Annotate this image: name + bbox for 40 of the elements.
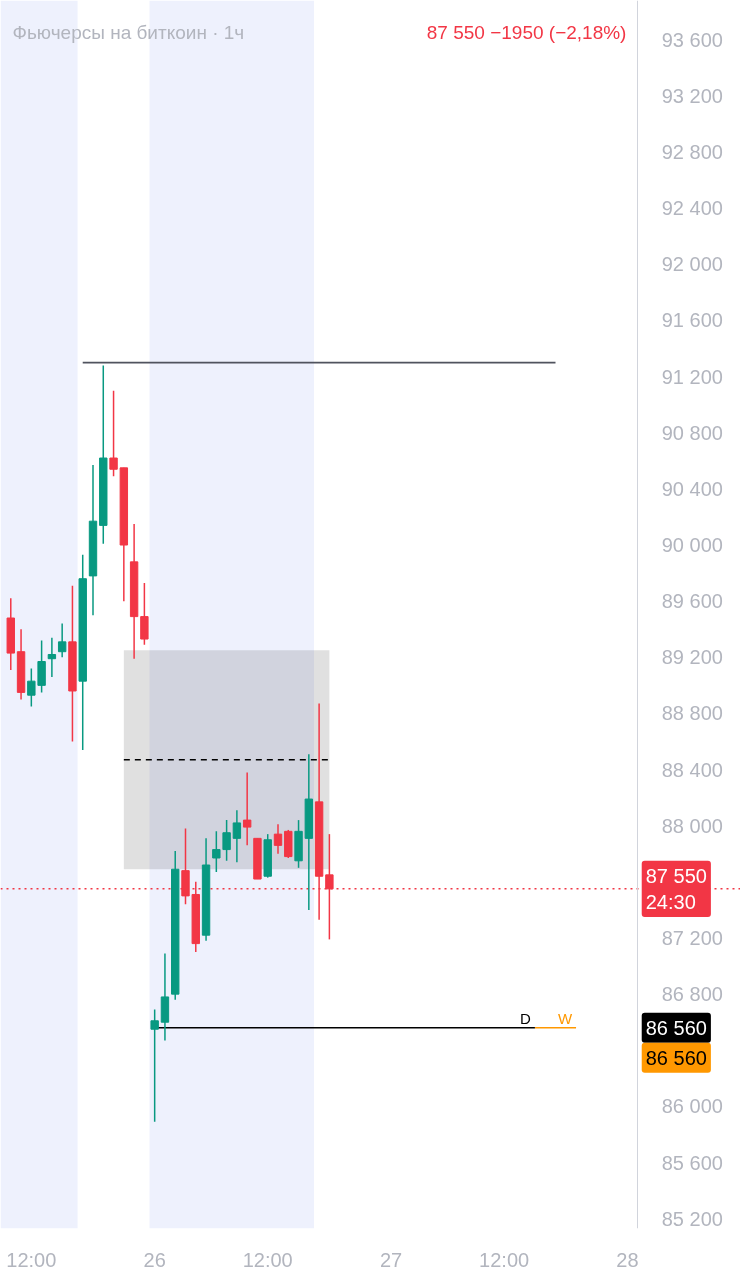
y-tick-label: 89 600 bbox=[661, 590, 723, 613]
x-tick-label: 12:00 bbox=[242, 1248, 293, 1271]
series-label: W bbox=[557, 1009, 573, 1027]
y-tick-label: 86 800 bbox=[661, 983, 723, 1006]
y-tick-label: 88 000 bbox=[661, 814, 723, 837]
y-tick-label: 92 400 bbox=[661, 197, 723, 220]
y-tick-label: 90 400 bbox=[661, 477, 723, 500]
y-tick-label: 88 800 bbox=[661, 702, 723, 725]
y-tick-label: 87 200 bbox=[661, 926, 723, 949]
y-tick-label: 85 600 bbox=[661, 1151, 723, 1174]
y-tick-label: 92 800 bbox=[661, 141, 723, 164]
y-tick-label: 91 600 bbox=[661, 309, 723, 332]
y-tick-label: 89 200 bbox=[661, 646, 723, 669]
candlestick bbox=[47, 636, 57, 678]
candlestick bbox=[232, 809, 242, 863]
x-tick-label: 28 bbox=[616, 1248, 639, 1271]
candlestick bbox=[140, 582, 149, 646]
text: 87 550 −1950 (−2,18%) bbox=[426, 22, 627, 43]
x-tick-label: 26 bbox=[143, 1248, 166, 1271]
y-tick-label: 86 000 bbox=[661, 1095, 723, 1118]
y-tick-label: 93 600 bbox=[661, 28, 723, 51]
y-tick-label: 91 200 bbox=[661, 365, 723, 388]
y-tick-label: 90 800 bbox=[661, 421, 723, 444]
y-tick-label: 92 000 bbox=[661, 253, 723, 276]
x-tick-label: 12:00 bbox=[479, 1248, 530, 1271]
text: Фьючерсы на биткоин · 1ч bbox=[12, 22, 245, 43]
x-tick-label: 27 bbox=[379, 1248, 403, 1271]
y-tick-label: 93 200 bbox=[661, 84, 723, 107]
candlestick bbox=[57, 622, 67, 659]
series-label: D bbox=[520, 1009, 532, 1027]
y-tick-label: 90 000 bbox=[661, 534, 723, 557]
text: 86 560 bbox=[645, 1016, 707, 1039]
candlestick bbox=[242, 771, 252, 847]
x-tick-label: 12:00 bbox=[6, 1248, 57, 1271]
y-tick-label: 88 400 bbox=[661, 758, 723, 781]
candlestick bbox=[273, 823, 283, 855]
candlestick bbox=[150, 1008, 159, 1123]
ref-line-label: 87 550 24:30 bbox=[645, 864, 707, 914]
text: 86 560 bbox=[645, 1046, 707, 1069]
y-tick-label: 85 200 bbox=[661, 1207, 723, 1230]
